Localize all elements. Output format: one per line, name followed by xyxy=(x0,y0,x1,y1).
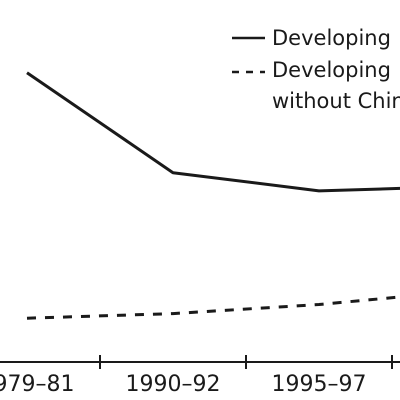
x-tick-label: 1979–81 xyxy=(0,372,74,397)
x-tick-label: 1990–92 xyxy=(126,372,221,397)
legend-label-developing-without-china-line1: Developing xyxy=(272,58,391,82)
series-layer xyxy=(26,71,400,320)
series-line-1 xyxy=(26,295,400,320)
x-axis-ticks: 1979–81 1990–92 1995–97 xyxy=(0,355,393,397)
legend-label-developing: Developing xyxy=(272,26,391,50)
legend: Developing Developing without Chin xyxy=(232,26,400,113)
x-tick-label: 1995–97 xyxy=(272,372,367,397)
legend-label-developing-without-china-line2: without Chin xyxy=(272,89,400,113)
series-line-0 xyxy=(26,71,400,193)
